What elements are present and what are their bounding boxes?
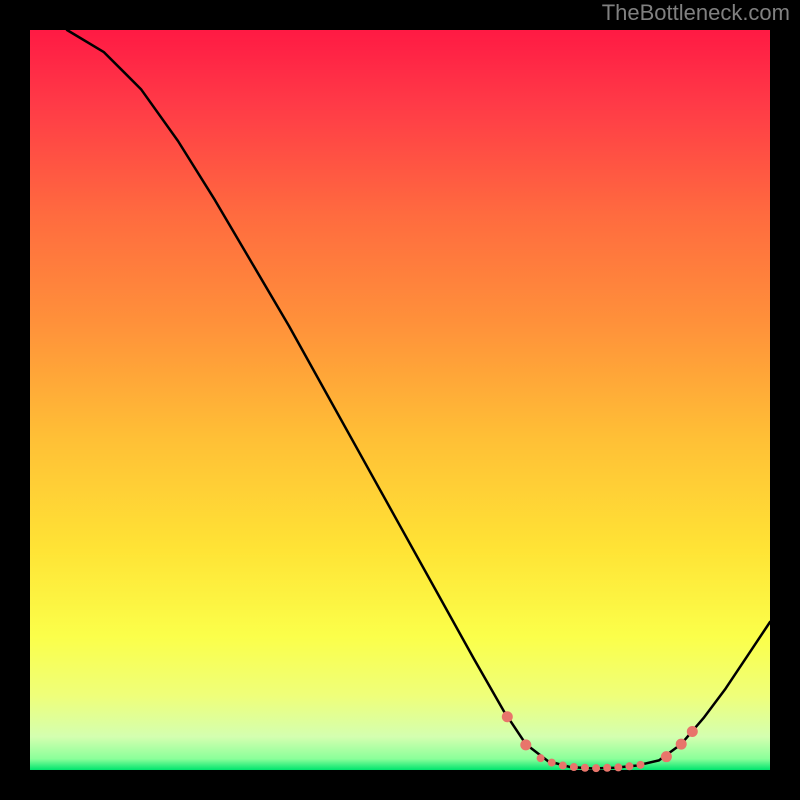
curve-marker: [520, 739, 531, 750]
bottleneck-curve: [30, 30, 770, 770]
curve-marker: [537, 754, 545, 762]
curve-marker: [687, 726, 698, 737]
curve-marker: [637, 761, 645, 769]
curve-marker: [559, 762, 567, 770]
curve-marker: [592, 764, 600, 772]
curve-marker: [603, 764, 611, 772]
curve-marker: [661, 751, 672, 762]
curve-marker: [676, 739, 687, 750]
curve-marker: [570, 763, 578, 771]
attribution-text: TheBottleneck.com: [602, 0, 790, 26]
curve-marker: [502, 711, 513, 722]
curve-markers: [502, 711, 698, 772]
plot-area: [30, 30, 770, 770]
chart-canvas: TheBottleneck.com: [0, 0, 800, 800]
curve-marker: [581, 764, 589, 772]
curve-marker: [548, 759, 556, 767]
curve-marker: [625, 762, 633, 770]
curve-line: [67, 30, 770, 769]
curve-marker: [614, 763, 622, 771]
